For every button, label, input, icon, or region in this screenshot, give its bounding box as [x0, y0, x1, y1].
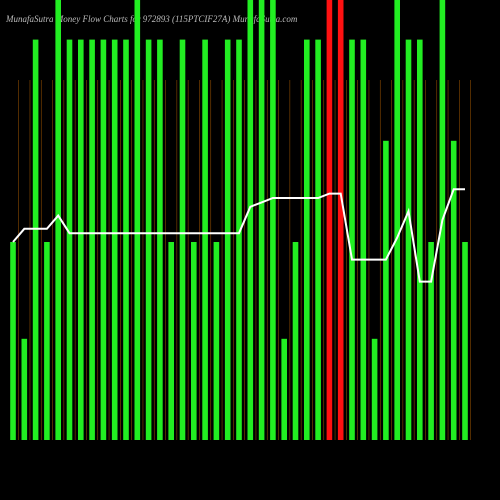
bar: [21, 338, 28, 440]
bar: [100, 39, 107, 440]
bar: [213, 242, 220, 440]
bar: [371, 338, 378, 440]
bar: [360, 39, 367, 440]
bar: [281, 338, 287, 440]
bar: [394, 0, 400, 440]
bar: [179, 39, 186, 440]
bar: [337, 0, 344, 440]
bar: [145, 39, 152, 440]
bar: [111, 39, 118, 440]
bar: [168, 242, 174, 440]
bar: [450, 140, 457, 441]
bar: [428, 242, 434, 440]
bar: [315, 39, 321, 440]
bar: [44, 242, 50, 440]
bar: [134, 0, 141, 440]
bar: [462, 242, 468, 440]
bar: [349, 39, 355, 440]
bar: [383, 140, 389, 441]
bar: [236, 39, 242, 440]
bar: [32, 39, 39, 440]
bar: [224, 39, 231, 440]
bar: [202, 39, 208, 440]
bar: [191, 242, 197, 440]
bar: [78, 39, 84, 440]
bar: [326, 0, 333, 440]
chart-title: MunafaSutra Money Flow Charts for 972893…: [5, 14, 298, 24]
bar: [89, 39, 95, 440]
bar: [123, 39, 129, 440]
bar: [417, 39, 423, 440]
bar: [405, 39, 412, 440]
bar: [55, 0, 61, 440]
bar: [258, 0, 265, 440]
bar: [292, 242, 299, 440]
bar: [157, 39, 163, 440]
bar: [66, 39, 73, 440]
bar: [304, 39, 310, 440]
money-flow-line: [12, 188, 465, 283]
bar: [247, 0, 254, 440]
bar: [10, 242, 16, 440]
bar: [270, 0, 276, 440]
